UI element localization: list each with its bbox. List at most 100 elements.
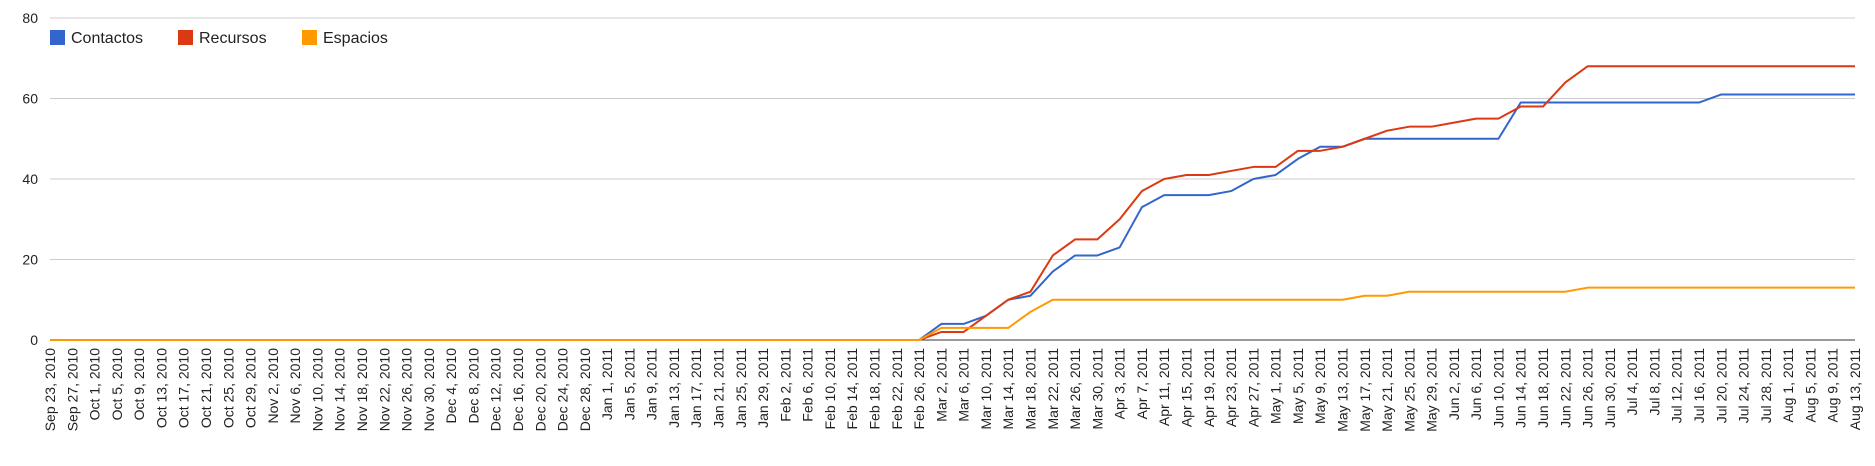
x-tick-label: May 5, 2011 [1290,348,1306,424]
x-tick-label: Jul 16, 2011 [1691,348,1707,423]
y-tick-label: 60 [22,91,38,107]
x-tick-label: Feb 2, 2011 [777,348,793,422]
x-tick-label: Oct 5, 2010 [109,348,125,421]
x-tick-label: Jul 8, 2011 [1646,348,1662,416]
x-tick-label: Sep 23, 2010 [42,348,58,432]
gridlines [50,17,1855,341]
x-tick-label: Dec 12, 2010 [488,348,504,431]
x-tick-label: Dec 8, 2010 [465,348,481,424]
x-tick-label: Oct 9, 2010 [131,348,147,421]
series-line-espacios [50,286,1855,341]
x-tick-label: Apr 15, 2011 [1178,348,1194,427]
x-tick-label: Aug 5, 2011 [1802,348,1818,423]
x-tick-label: Apr 3, 2011 [1112,348,1128,420]
x-tick-label: Jan 17, 2011 [688,348,704,428]
legend-swatch-contactos [50,30,65,45]
x-tick-label: Jan 1, 2011 [599,348,615,420]
x-tick-label: Jan 29, 2011 [755,348,771,428]
x-tick-label: May 17, 2011 [1357,348,1373,432]
x-tick-label: Apr 27, 2011 [1245,348,1261,427]
series-line-recursos [50,65,1855,341]
legend: Contactos Recursos Espacios [50,30,388,47]
x-tick-label: Jul 12, 2011 [1669,348,1685,423]
y-tick-label: 40 [22,171,38,187]
x-tick-label: Apr 19, 2011 [1201,348,1217,427]
x-tick-label: Feb 14, 2011 [844,348,860,430]
series-lines [50,65,1855,341]
x-axis-ticks: Sep 23, 2010 Sep 27, 2010 Oct 1, 2010 Oct 5… [42,348,1863,432]
x-tick-label: Aug 1, 2011 [1780,348,1796,423]
x-tick-label: Nov 22, 2010 [376,348,392,431]
x-tick-label: Dec 28, 2010 [577,348,593,431]
x-tick-label: Nov 30, 2010 [421,348,437,431]
x-tick-label: Jul 20, 2011 [1713,348,1729,423]
y-axis-ticks: 0 20 40 60 80 [22,10,38,348]
x-tick-label: Jan 9, 2011 [644,348,660,420]
x-tick-label: Sep 27, 2010 [64,348,80,432]
x-tick-label: Aug 9, 2011 [1825,348,1841,423]
x-tick-label: Dec 16, 2010 [510,348,526,431]
x-tick-label: Jun 30, 2011 [1602,348,1618,428]
x-tick-label: May 1, 2011 [1268,348,1284,424]
x-tick-label: May 29, 2011 [1424,348,1440,432]
x-tick-label: Apr 11, 2011 [1156,348,1172,426]
x-tick-label: Mar 2, 2011 [933,348,949,422]
x-tick-label: Mar 10, 2011 [978,348,994,430]
x-tick-label: Nov 14, 2010 [332,348,348,431]
x-tick-label: Feb 6, 2011 [800,348,816,422]
x-tick-label: Jun 2, 2011 [1446,348,1462,420]
x-tick-label: May 21, 2011 [1379,348,1395,432]
legend-swatch-recursos [178,30,193,45]
x-tick-label: Apr 23, 2011 [1223,348,1239,427]
x-tick-label: Aug 13, 2011 [1847,348,1863,430]
x-tick-label: Oct 17, 2010 [176,348,192,428]
x-tick-label: Oct 29, 2010 [243,348,259,428]
x-tick-label: Nov 18, 2010 [354,348,370,431]
x-tick-label: Feb 26, 2011 [911,348,927,430]
legend-swatch-espacios [302,30,317,45]
x-tick-label: Jul 24, 2011 [1736,348,1752,423]
legend-label-contactos: Contactos [71,30,143,47]
x-tick-label: Feb 22, 2011 [889,348,905,430]
legend-label-espacios: Espacios [323,30,388,47]
x-tick-label: Nov 6, 2010 [287,348,303,424]
x-tick-label: Oct 25, 2010 [220,348,236,428]
x-tick-label: Nov 26, 2010 [399,348,415,431]
x-tick-label: May 9, 2011 [1312,348,1328,424]
x-tick-label: Oct 13, 2010 [153,348,169,428]
x-tick-label: Dec 4, 2010 [443,348,459,424]
x-tick-label: Jan 5, 2011 [621,348,637,420]
x-tick-label: May 13, 2011 [1334,348,1350,432]
x-tick-label: Jan 25, 2011 [733,348,749,428]
x-tick-label: Mar 22, 2011 [1045,348,1061,430]
x-tick-label: Nov 2, 2010 [265,348,281,424]
x-tick-label: Jun 6, 2011 [1468,348,1484,420]
series-line-contactos [50,93,1855,341]
x-tick-label: Jun 18, 2011 [1535,348,1551,428]
y-tick-label: 20 [22,252,38,268]
x-tick-label: Feb 18, 2011 [867,348,883,430]
x-tick-label: Jul 4, 2011 [1624,348,1640,416]
x-tick-label: Jun 26, 2011 [1580,348,1596,428]
x-tick-label: Mar 6, 2011 [956,348,972,422]
x-tick-label: Jan 21, 2011 [711,348,727,428]
x-tick-label: Apr 7, 2011 [1134,348,1150,420]
x-tick-label: Jun 14, 2011 [1513,348,1529,428]
x-tick-label: Nov 10, 2010 [309,348,325,431]
x-tick-label: Dec 24, 2010 [555,348,571,431]
x-tick-label: Mar 26, 2011 [1067,348,1083,430]
x-tick-label: Mar 18, 2011 [1022,348,1038,430]
x-tick-label: Mar 30, 2011 [1089,348,1105,430]
x-tick-label: Mar 14, 2011 [1000,348,1016,430]
x-tick-label: Jun 10, 2011 [1490,348,1506,428]
x-tick-label: May 25, 2011 [1401,348,1417,432]
y-tick-label: 80 [22,10,38,26]
x-tick-label: Feb 10, 2011 [822,348,838,430]
x-tick-label: Jan 13, 2011 [666,348,682,428]
x-tick-label: Dec 20, 2010 [532,348,548,431]
x-tick-label: Jul 28, 2011 [1758,348,1774,423]
y-tick-label: 0 [30,332,38,348]
x-tick-label: Oct 1, 2010 [87,348,103,421]
